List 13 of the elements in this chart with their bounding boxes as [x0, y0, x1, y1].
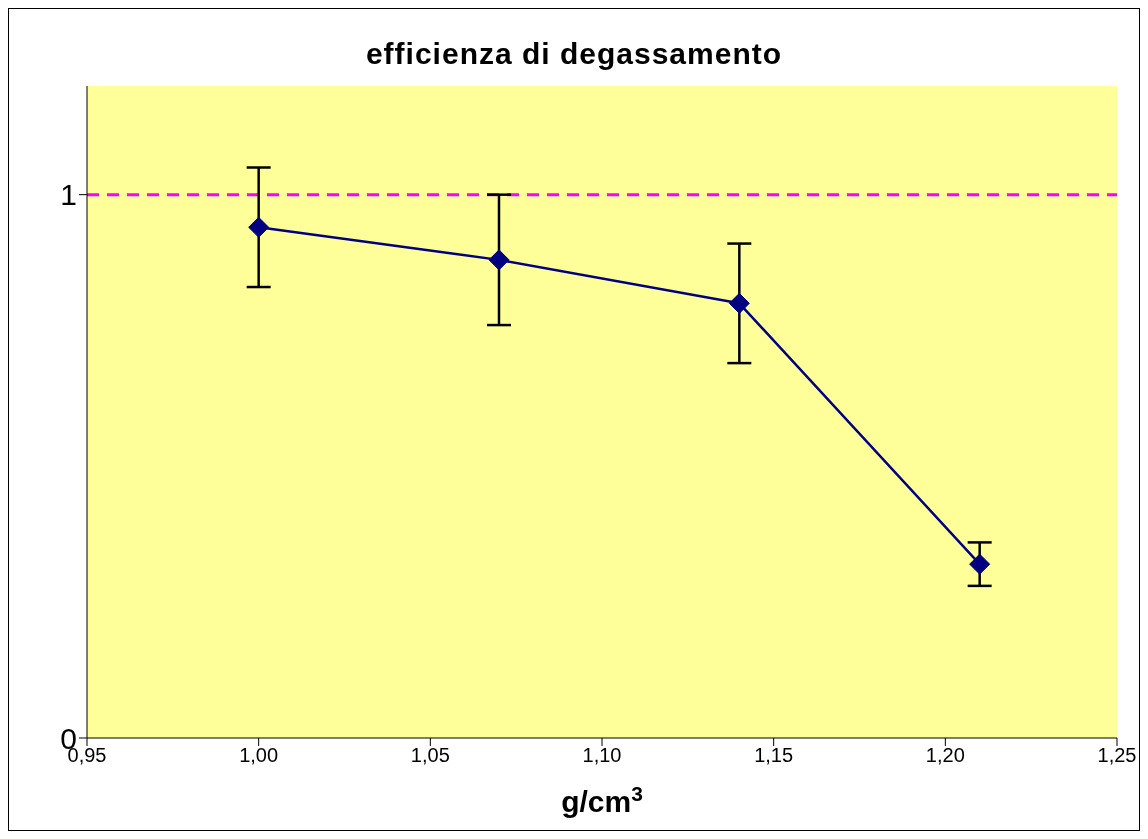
x-axis-title: g/cm$^{3}$ — [561, 781, 643, 818]
point — [248, 216, 270, 238]
point — [728, 292, 750, 314]
chart-title: efficienza di degassamento — [364, 37, 784, 71]
point — [969, 553, 991, 575]
x-tick-label: 1,15 — [754, 744, 794, 767]
x-tick-label: 1,10 — [582, 744, 622, 767]
x-tick-label: 1,05 — [410, 744, 450, 767]
y-tick-label: 1 — [60, 178, 77, 212]
point — [488, 249, 510, 271]
x-tick-label: 1,25 — [1097, 744, 1137, 767]
x-tick-label: 1,20 — [925, 744, 965, 767]
x-tick-label: 1,00 — [239, 744, 279, 767]
